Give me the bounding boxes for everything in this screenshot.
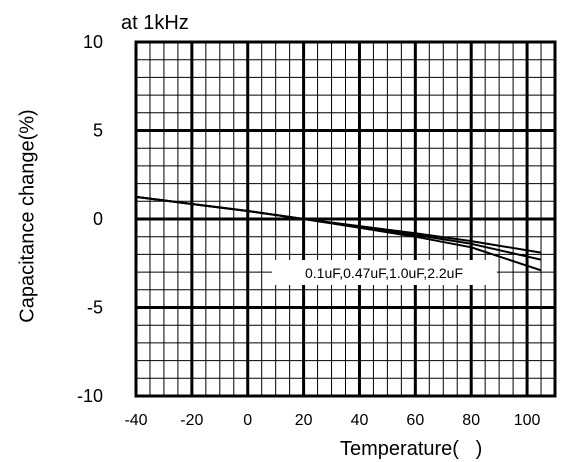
x-tick-label: 20 bbox=[295, 412, 313, 429]
x-axis-title: Temperature( ) bbox=[340, 438, 482, 460]
x-tick-label: 60 bbox=[406, 412, 424, 429]
series-annotation: 0.1uF,0.47uF,1.0uF,2.2uF bbox=[305, 265, 463, 281]
tick-labels: -40 -20 0 20 40 60 80 100 10 5 0 -5 -10 bbox=[77, 32, 541, 429]
y-tick-label: 5 bbox=[93, 121, 103, 141]
plot-frame bbox=[134, 40, 557, 398]
x-tick-label: 40 bbox=[351, 412, 369, 429]
plot-border bbox=[134, 40, 557, 398]
series-line-3 bbox=[135, 195, 542, 272]
x-tick-label: -20 bbox=[180, 412, 203, 429]
y-axis-title: Capacitance change(%) bbox=[16, 109, 39, 323]
y-tick-label: 10 bbox=[83, 32, 103, 52]
annotation-box bbox=[272, 260, 497, 285]
x-tick-label: 0 bbox=[243, 412, 252, 429]
y-tick-label: 0 bbox=[93, 209, 103, 229]
chart-title: at 1kHz bbox=[121, 12, 189, 34]
y-tick-label: -5 bbox=[87, 298, 103, 318]
x-tick-label: -40 bbox=[124, 412, 147, 429]
x-tick-label: 80 bbox=[462, 412, 480, 429]
series-layer bbox=[135, 195, 542, 272]
y-tick-label: -10 bbox=[77, 386, 103, 406]
x-tick-label: 100 bbox=[514, 412, 541, 429]
annotation: 0.1uF,0.47uF,1.0uF,2.2uF bbox=[272, 260, 497, 285]
